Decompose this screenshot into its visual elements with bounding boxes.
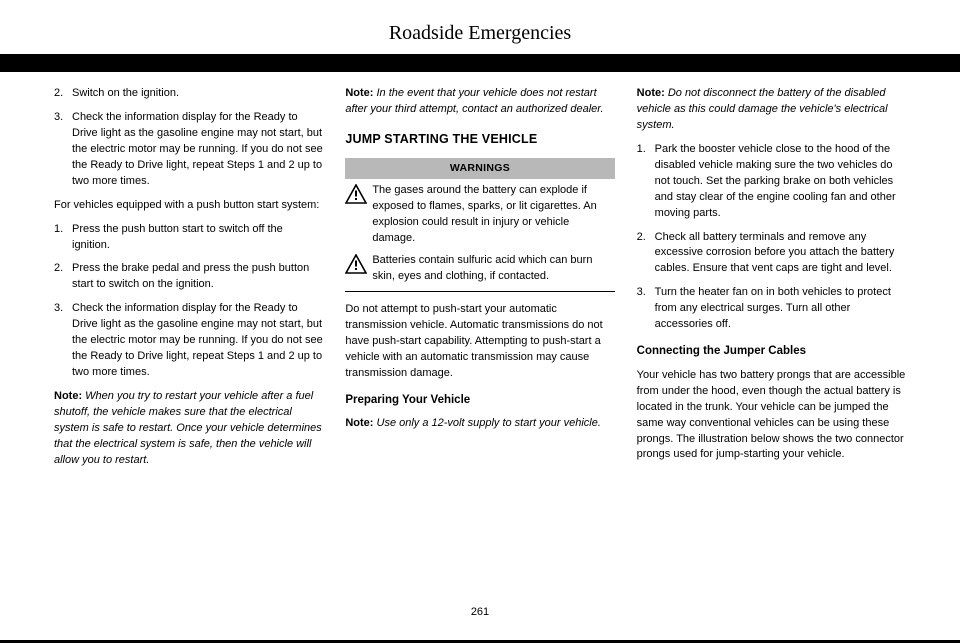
warning-item: Batteries contain sulfuric acid which ca… — [345, 253, 614, 285]
list-number: 1. — [54, 222, 72, 254]
subsection-heading: Preparing Your Vehicle — [345, 392, 614, 409]
paragraph: For vehicles equipped with a push button… — [54, 198, 323, 214]
note-text: Do not disconnect the battery of the dis… — [637, 87, 888, 131]
warnings-header: WARNINGS — [345, 158, 614, 179]
list-number: 3. — [54, 301, 72, 381]
column-1: 2. Switch on the ignition. 3. Check the … — [54, 86, 323, 600]
list-number: 2. — [637, 230, 655, 278]
paragraph: Do not attempt to push-start your automa… — [345, 302, 614, 382]
list-item: 1. Press the push button start to switch… — [54, 222, 323, 254]
warnings-body: The gases around the battery can explode… — [345, 179, 614, 285]
list-item: 2. Check all battery terminals and remov… — [637, 230, 906, 278]
list-item: 3. Check the information display for the… — [54, 110, 323, 190]
warnings-rule — [345, 291, 614, 292]
note: Note: In the event that your vehicle doe… — [345, 86, 614, 118]
note: Note: Do not disconnect the battery of t… — [637, 86, 906, 134]
note: Note: Use only a 12-volt supply to start… — [345, 416, 614, 432]
list-item: 3. Turn the heater fan on in both vehicl… — [637, 285, 906, 333]
note-label: Note: — [637, 87, 665, 99]
list-text: Check the information display for the Re… — [72, 110, 323, 190]
list-text: Switch on the ignition. — [72, 86, 323, 102]
note-text: Use only a 12-volt supply to start your … — [373, 417, 600, 429]
section-heading: JUMP STARTING THE VEHICLE — [345, 130, 614, 148]
list-text: Press the push button start to switch of… — [72, 222, 323, 254]
list-text: Press the brake pedal and press the push… — [72, 261, 323, 293]
note-text: When you try to restart your vehicle aft… — [54, 390, 322, 466]
list-text: Check the information display for the Re… — [72, 301, 323, 381]
warning-icon — [345, 184, 367, 204]
warning-text: The gases around the battery can explode… — [372, 183, 614, 247]
column-3: Note: Do not disconnect the battery of t… — [637, 86, 906, 600]
note-label: Note: — [345, 87, 373, 99]
note-text: In the event that your vehicle does not … — [345, 87, 603, 115]
list-item: 2. Switch on the ignition. — [54, 86, 323, 102]
list-text: Turn the heater fan on in both vehicles … — [655, 285, 906, 333]
list-item: 1. Park the booster vehicle close to the… — [637, 142, 906, 222]
warning-icon — [345, 254, 367, 274]
list-number: 2. — [54, 261, 72, 293]
list-number: 2. — [54, 86, 72, 102]
header-bar — [0, 54, 960, 72]
warning-item: The gases around the battery can explode… — [345, 183, 614, 247]
list-number: 1. — [637, 142, 655, 222]
page-title: Roadside Emergencies — [0, 0, 960, 45]
note: Note: When you try to restart your vehic… — [54, 389, 323, 469]
note-label: Note: — [54, 390, 82, 402]
paragraph: Your vehicle has two battery prongs that… — [637, 368, 906, 464]
list-item: 3. Check the information display for the… — [54, 301, 323, 381]
list-text: Check all battery terminals and remove a… — [655, 230, 906, 278]
note-label: Note: — [345, 417, 373, 429]
warnings-box: WARNINGS The gases around the battery ca… — [345, 158, 614, 292]
list-number: 3. — [637, 285, 655, 333]
watermark: carmanualsonline.info — [808, 621, 951, 637]
warning-text: Batteries contain sulfuric acid which ca… — [372, 253, 614, 285]
page-number: 261 — [0, 606, 960, 618]
column-2: Note: In the event that your vehicle doe… — [345, 86, 614, 600]
list-number: 3. — [54, 110, 72, 190]
list-item: 2. Press the brake pedal and press the p… — [54, 261, 323, 293]
subsection-heading: Connecting the Jumper Cables — [637, 343, 906, 360]
manual-page: Roadside Emergencies 2. Switch on the ig… — [0, 0, 960, 640]
content-area: 2. Switch on the ignition. 3. Check the … — [54, 86, 906, 600]
list-text: Park the booster vehicle close to the ho… — [655, 142, 906, 222]
